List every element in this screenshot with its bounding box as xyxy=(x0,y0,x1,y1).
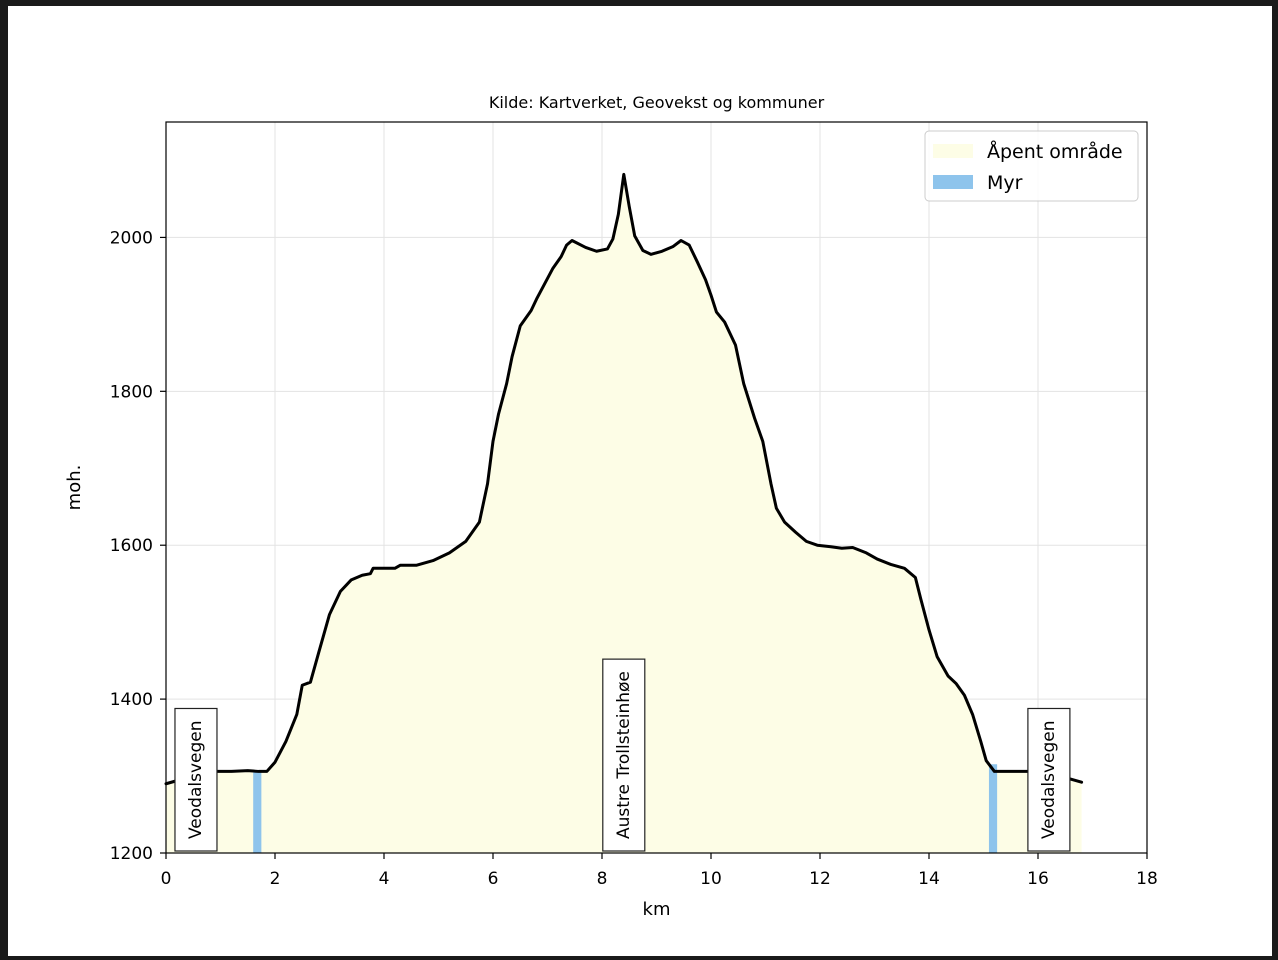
place-label-box xyxy=(1027,707,1071,852)
place-label: Veodalsvegen xyxy=(174,707,218,852)
legend: Åpent område Myr xyxy=(924,130,1139,202)
y-axis-label: moh. xyxy=(64,465,85,511)
place-label-box xyxy=(602,658,646,852)
legend-box xyxy=(924,130,1139,202)
place-label-text: Veodalsvegen xyxy=(1039,720,1059,839)
place-label-text: Veodalsvegen xyxy=(186,720,206,839)
x-tick-label: 0 xyxy=(161,869,172,889)
legend-label: Åpent område xyxy=(987,140,1123,163)
x-tick-label: 14 xyxy=(918,869,940,889)
place-label-box xyxy=(174,707,218,852)
chart-title: Kilde: Kartverket, Geovekst og kommuner xyxy=(489,93,825,112)
legend-swatch xyxy=(933,175,973,189)
y-tick-label: 1600 xyxy=(110,536,153,556)
x-tick-label: 8 xyxy=(597,869,608,889)
myr-bands xyxy=(253,764,998,853)
profile-line xyxy=(164,172,1084,786)
plot-border xyxy=(165,121,1148,854)
place-label: Veodalsvegen xyxy=(1027,707,1071,852)
x-tick-label: 10 xyxy=(700,869,722,889)
x-axis-label: km xyxy=(643,899,671,920)
place-labels: Veodalsvegen Austre Trollsteinhøe Veodalsv… xyxy=(174,658,1071,852)
profile-line-group xyxy=(164,172,1084,786)
myr-band xyxy=(253,771,262,853)
place-label-text: Austre Trollsteinhøe xyxy=(614,671,634,839)
open-area-fill xyxy=(166,174,1082,853)
x-tick-label: 12 xyxy=(809,869,831,889)
x-tick-label: 6 xyxy=(488,869,499,889)
x-tick-label: 18 xyxy=(1136,869,1158,889)
place-label: Austre Trollsteinhøe xyxy=(602,658,646,852)
y-tick-label: 1800 xyxy=(110,382,153,402)
x-tick-label: 4 xyxy=(379,869,390,889)
myr-band xyxy=(988,764,998,853)
legend-swatch xyxy=(933,144,973,158)
axis-ticks: 0 2 4 6 8 10 12 14 16 18 1200 1400 1600 1800 2000 xyxy=(110,228,1158,889)
x-tick-label: 2 xyxy=(270,869,281,889)
y-tick-label: 1200 xyxy=(110,844,153,864)
y-tick-label: 2000 xyxy=(110,228,153,248)
open-area-path xyxy=(166,174,1082,853)
y-tick-label: 1400 xyxy=(110,690,153,710)
x-tick-label: 16 xyxy=(1027,869,1049,889)
legend-label: Myr xyxy=(987,172,1023,194)
